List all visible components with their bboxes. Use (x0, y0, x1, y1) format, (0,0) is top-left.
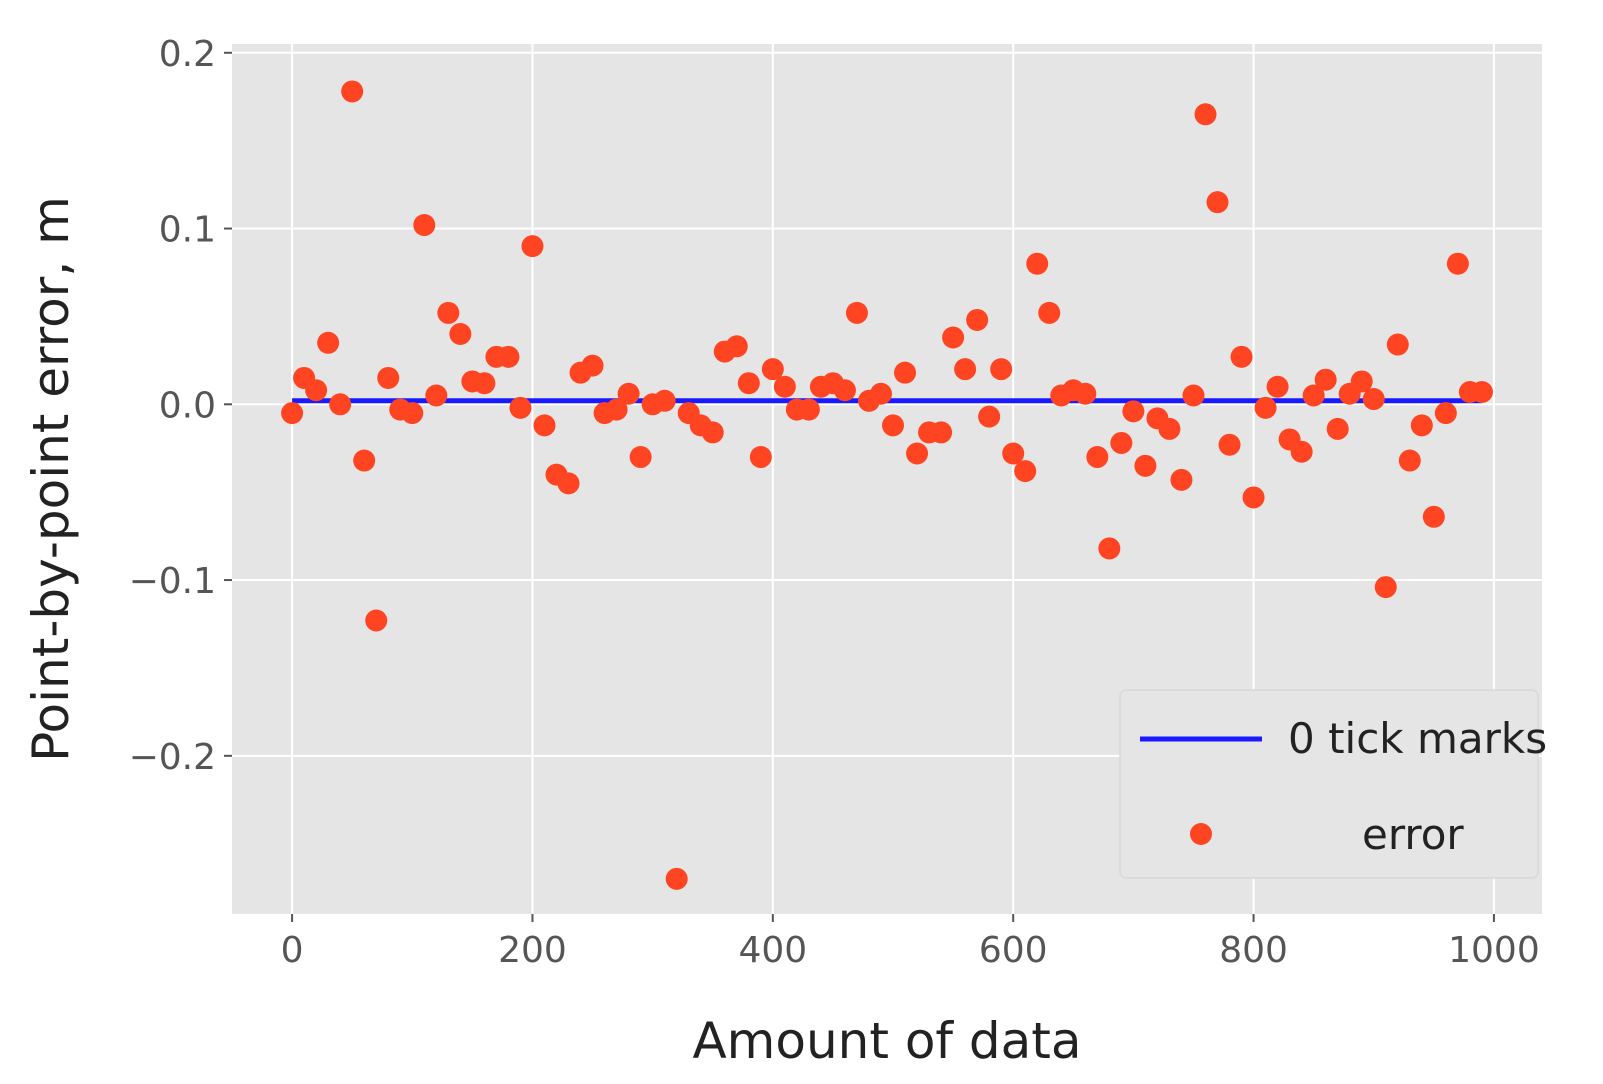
error-point (581, 354, 604, 377)
error-point (317, 331, 340, 354)
x-tick-label: 800 (1219, 930, 1288, 971)
error-point (1374, 576, 1397, 599)
error-point (1038, 301, 1061, 324)
error-point (1086, 446, 1109, 469)
error-point (1014, 460, 1037, 483)
y-tick-label: −0.1 (129, 561, 216, 602)
error-point (473, 372, 496, 395)
error-point (521, 235, 544, 258)
error-point (557, 472, 580, 495)
error-point (1266, 375, 1289, 398)
error-point (1326, 417, 1349, 440)
error-point (1002, 442, 1025, 465)
x-tick-label: 600 (979, 930, 1048, 971)
error-point (437, 301, 460, 324)
error-point (1446, 252, 1469, 275)
error-point (978, 405, 1001, 428)
axis-ticks: 0 200 400 600 800 1000 0.2 0.1 0.0 −0.1 −0.2 (129, 34, 1540, 971)
error-point (1242, 486, 1265, 509)
error-point (1362, 388, 1385, 411)
error-point (725, 335, 748, 358)
error-point (1290, 440, 1313, 463)
error-point (773, 375, 796, 398)
legend-label-error: error (1362, 810, 1464, 859)
error-point (1410, 414, 1433, 437)
y-tick-label: 0.0 (159, 385, 216, 426)
error-point (329, 393, 352, 416)
error-point (1170, 468, 1193, 491)
x-axis-title: Amount of data (692, 1012, 1081, 1070)
error-point (1314, 368, 1337, 391)
error-point (629, 446, 652, 469)
error-point (341, 80, 364, 103)
error-point (1422, 505, 1445, 528)
error-point (665, 867, 688, 890)
error-point (1134, 454, 1157, 477)
error-point (617, 382, 640, 405)
legend-point-swatch (1190, 823, 1212, 845)
error-point (377, 366, 400, 389)
x-tick-label: 1000 (1448, 930, 1540, 971)
error-point (1182, 384, 1205, 407)
error-point (365, 609, 388, 632)
error-point (1302, 384, 1325, 407)
error-point (833, 379, 856, 402)
error-point (797, 398, 820, 421)
error-point (930, 421, 953, 444)
error-point (653, 389, 676, 412)
error-point (1158, 417, 1181, 440)
error-point (1194, 103, 1217, 126)
error-point (413, 214, 436, 237)
error-point (449, 323, 472, 345)
error-point (605, 398, 628, 421)
error-point (990, 358, 1013, 381)
error-point (966, 308, 989, 331)
error-point (869, 382, 892, 405)
error-point (894, 361, 917, 384)
error-series (281, 80, 1493, 890)
error-point (882, 414, 905, 437)
error-point (1398, 449, 1421, 472)
legend-label-zero-line: 0 tick marks (1288, 714, 1547, 763)
x-tick-label: 400 (738, 930, 807, 971)
error-point (749, 446, 772, 469)
y-tick-label: 0.1 (159, 210, 216, 251)
error-point (497, 345, 520, 368)
error-point (401, 402, 424, 425)
error-point (1206, 191, 1229, 214)
error-point (1218, 433, 1241, 456)
error-point (1434, 402, 1457, 425)
error-point (1122, 400, 1145, 423)
error-point (1386, 333, 1409, 356)
error-point (906, 442, 929, 465)
error-point (845, 301, 868, 324)
error-point (737, 372, 760, 395)
error-point (533, 414, 556, 437)
error-point (425, 384, 448, 407)
x-tick-label: 0 (281, 930, 304, 971)
error-point (1350, 370, 1373, 393)
error-point (954, 358, 977, 381)
y-axis-title: Point-by-point error, m (22, 196, 80, 762)
error-point (942, 326, 965, 349)
error-point (1230, 345, 1253, 368)
error-point (353, 449, 376, 472)
error-point (509, 396, 532, 419)
error-point (1470, 381, 1493, 403)
error-point (1074, 382, 1097, 405)
error-point (281, 402, 304, 425)
y-tick-label: −0.2 (129, 737, 216, 778)
error-point (1026, 252, 1049, 275)
error-point (761, 358, 784, 381)
error-point (1098, 537, 1121, 560)
legend: 0 tick marks error (1119, 689, 1547, 879)
y-tick-label: 0.2 (159, 34, 216, 75)
error-point (1110, 431, 1133, 454)
x-tick-label: 200 (498, 930, 567, 971)
error-point (305, 379, 328, 402)
error-point (701, 421, 724, 444)
error-point (1254, 396, 1277, 419)
